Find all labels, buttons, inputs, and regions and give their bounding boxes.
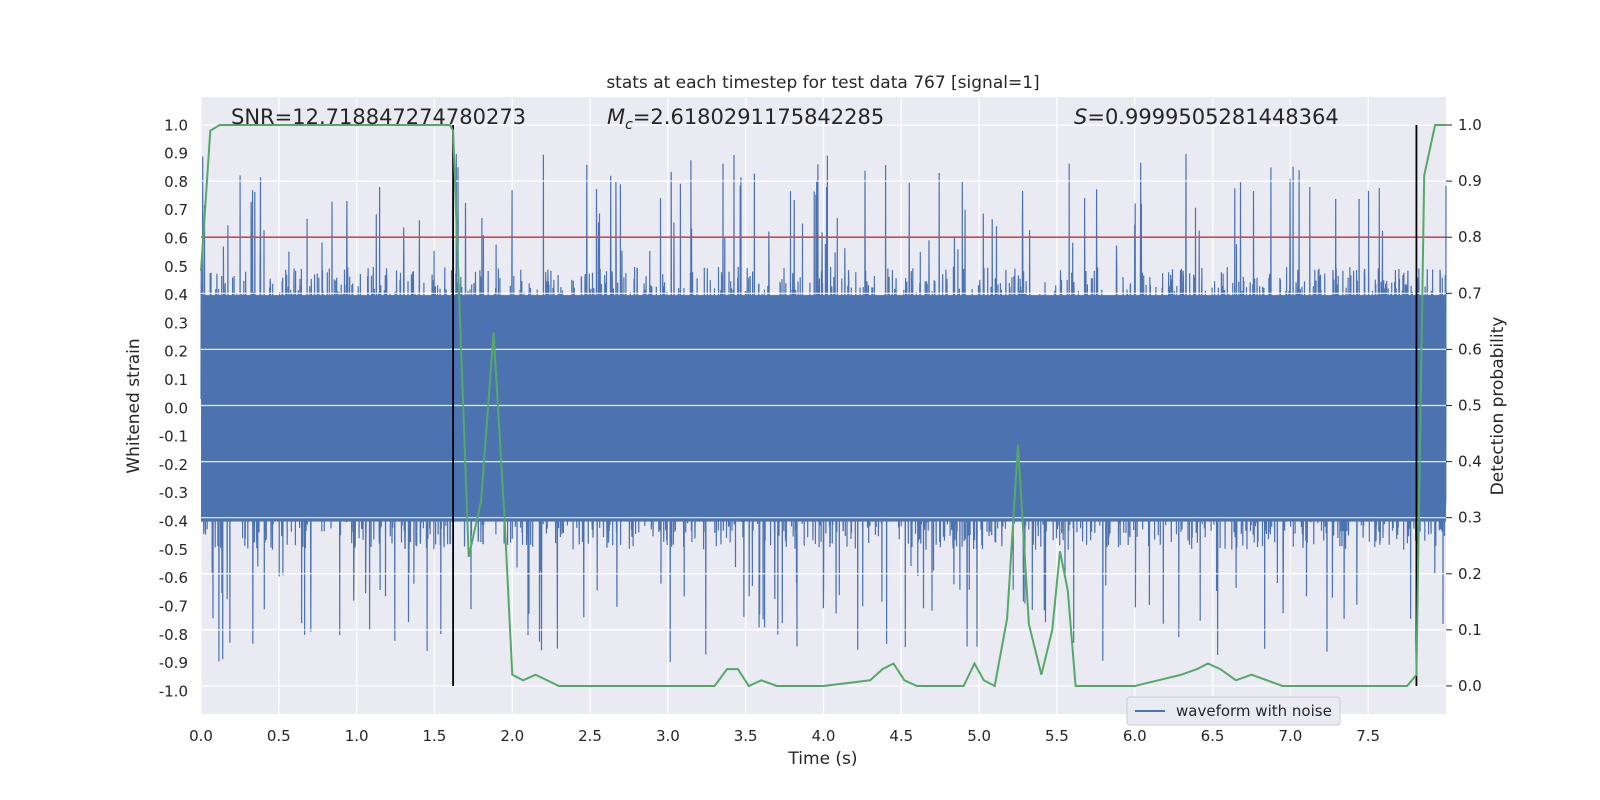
score-symbol: S: [1074, 105, 1087, 129]
y-axis-label: Whitened strain: [124, 338, 144, 473]
legend-box: [1126, 696, 1341, 726]
y-tick-label: -0.8: [159, 626, 188, 644]
y-tick-label: -0.6: [159, 569, 188, 587]
legend-label-waveform: waveform with noise: [1176, 702, 1332, 720]
y-tick-label: 1.0: [164, 116, 188, 134]
x-tick-label: 2.0: [500, 727, 524, 745]
y-tick-label: 0.9: [164, 145, 188, 163]
snr-annotation: SNR=12.718847274780273: [231, 105, 526, 129]
detection-probability-line: [200, 124, 1446, 688]
x-tick-label: 0.5: [267, 727, 291, 745]
y2-tick-label: 0.4: [1458, 453, 1482, 471]
y-axis-left: 1.0 0.9 0.8 0.7 0.6 0.5 0.4 0.3 0.2 0.1 0.0 -0.1 -0.…: [159, 116, 188, 700]
chirp-mass-value: =2.6180291175842285: [633, 105, 884, 129]
y-tick-label: -0.2: [159, 456, 188, 474]
x-tick-label: 6.0: [1123, 727, 1147, 745]
y-tick-label: 0.3: [164, 314, 188, 332]
waveform-core-band: [201, 295, 1446, 522]
x-tick-label: 7.5: [1356, 727, 1380, 745]
y2-tick-label: 1.0: [1458, 116, 1482, 134]
y2-tick-label: 0.9: [1458, 172, 1482, 190]
y-tick-label: -0.3: [159, 484, 188, 502]
y-tick-label: 0.0: [164, 399, 188, 417]
score-annotation: S=0.9999505281448364: [1074, 105, 1339, 129]
chart-title: stats at each timestep for test data 767…: [606, 73, 1039, 93]
y-axis-right: 1.0 0.9 0.8 0.7 0.6 0.5 0.4 0.3 0.2 0.1 0.0: [1446, 116, 1482, 695]
chirp-mass-annotation: Mc=2.6180291175842285: [607, 105, 884, 133]
y-tick-label: 0.1: [164, 371, 188, 389]
x-tick-label: 5.5: [1045, 727, 1069, 745]
x-tick-label: 4.0: [812, 727, 836, 745]
y2-tick-label: 0.8: [1458, 228, 1482, 246]
chirp-mass-subscript: c: [625, 117, 633, 133]
y2-tick-label: 0.3: [1458, 509, 1482, 527]
y-tick-label: -0.9: [159, 654, 188, 672]
y-tick-label: 0.5: [164, 258, 188, 276]
y2-tick-label: 0.0: [1458, 677, 1482, 695]
y2-axis-label: Detection probability: [1488, 317, 1508, 496]
overlay: [200, 124, 1446, 688]
x-tick-label: 2.5: [578, 727, 602, 745]
x-tick-label: 1.0: [345, 727, 369, 745]
y-tick-label: 0.8: [164, 173, 188, 191]
y-tick-label: 0.7: [164, 201, 188, 219]
y-tick-label: 0.4: [164, 286, 188, 304]
y-tick-label: 0.6: [164, 230, 188, 248]
x-tick-label: 6.5: [1201, 727, 1225, 745]
y-tick-label: -1.0: [159, 682, 188, 700]
y2-tick-label: 0.2: [1458, 565, 1482, 583]
y2-tick-label: 0.7: [1458, 284, 1482, 302]
x-axis: 0.0 0.5 1.0 1.5 2.0 2.5 3.0 3.5 4.0 4.5 5.0 5.5 6.0 6…: [189, 727, 1380, 745]
y2-tick-label: 0.6: [1458, 340, 1482, 358]
legend: waveform with noise: [1126, 696, 1341, 726]
x-tick-label: 3.0: [656, 727, 680, 745]
chirp-mass-symbol: M: [607, 105, 625, 129]
y-tick-label: -0.5: [159, 541, 188, 559]
x-tick-label: 0.0: [189, 727, 213, 745]
x-axis-label: Time (s): [787, 749, 857, 769]
score-value: =0.9999505281448364: [1087, 105, 1338, 129]
y2-tick-label: 0.5: [1458, 397, 1482, 415]
series-waveform-with-noise: [200, 153, 1447, 662]
y-tick-label: -0.7: [159, 597, 188, 615]
y-tick-label: -0.1: [159, 428, 188, 446]
y-tick-label: -0.4: [159, 513, 188, 531]
x-tick-label: 1.5: [423, 727, 447, 745]
y-tick-label: 0.2: [164, 343, 188, 361]
y2-tick-label: 0.1: [1458, 621, 1482, 639]
x-tick-label: 5.0: [967, 727, 991, 745]
x-tick-label: 3.5: [734, 727, 758, 745]
x-tick-label: 4.5: [889, 727, 913, 745]
x-tick-label: 7.0: [1278, 727, 1302, 745]
